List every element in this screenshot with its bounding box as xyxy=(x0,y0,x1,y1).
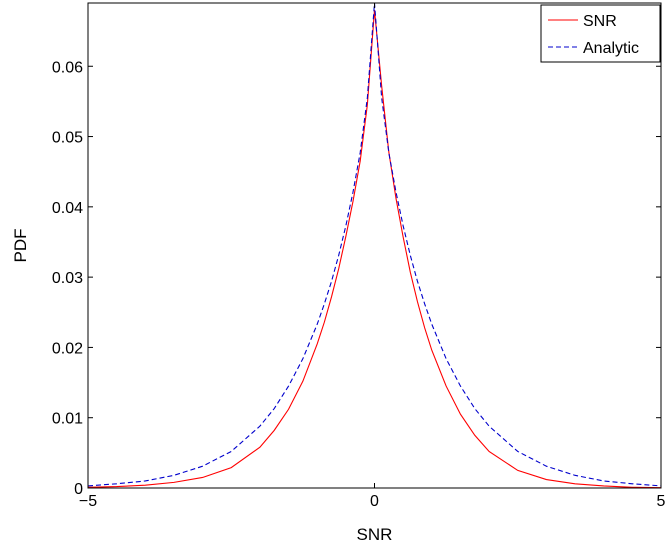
y-tick-label: 0.02 xyxy=(52,340,83,357)
x-axis-label: SNR xyxy=(357,525,393,544)
y-tick-label: 0.04 xyxy=(52,200,83,217)
x-tick-label: 5 xyxy=(657,493,665,510)
legend-label-snr: SNR xyxy=(583,13,617,30)
legend-box xyxy=(540,4,661,63)
y-tick-label: 0 xyxy=(74,481,83,498)
x-tick-label: −5 xyxy=(79,493,97,510)
legend: SNR Analytic xyxy=(540,4,661,63)
plot-background xyxy=(88,3,661,488)
y-tick-label: 0.05 xyxy=(52,130,83,147)
x-tick-label: 0 xyxy=(370,493,379,510)
y-tick-label: 0.01 xyxy=(52,411,83,428)
y-axis-label: PDF xyxy=(11,229,30,263)
y-tick-label: 0.06 xyxy=(52,59,83,76)
legend-label-analytic: Analytic xyxy=(583,40,639,57)
y-tick-label: 0.03 xyxy=(52,270,83,287)
ticks-layer: −5 0 500.010.020.030.040.050.06 xyxy=(52,3,665,510)
